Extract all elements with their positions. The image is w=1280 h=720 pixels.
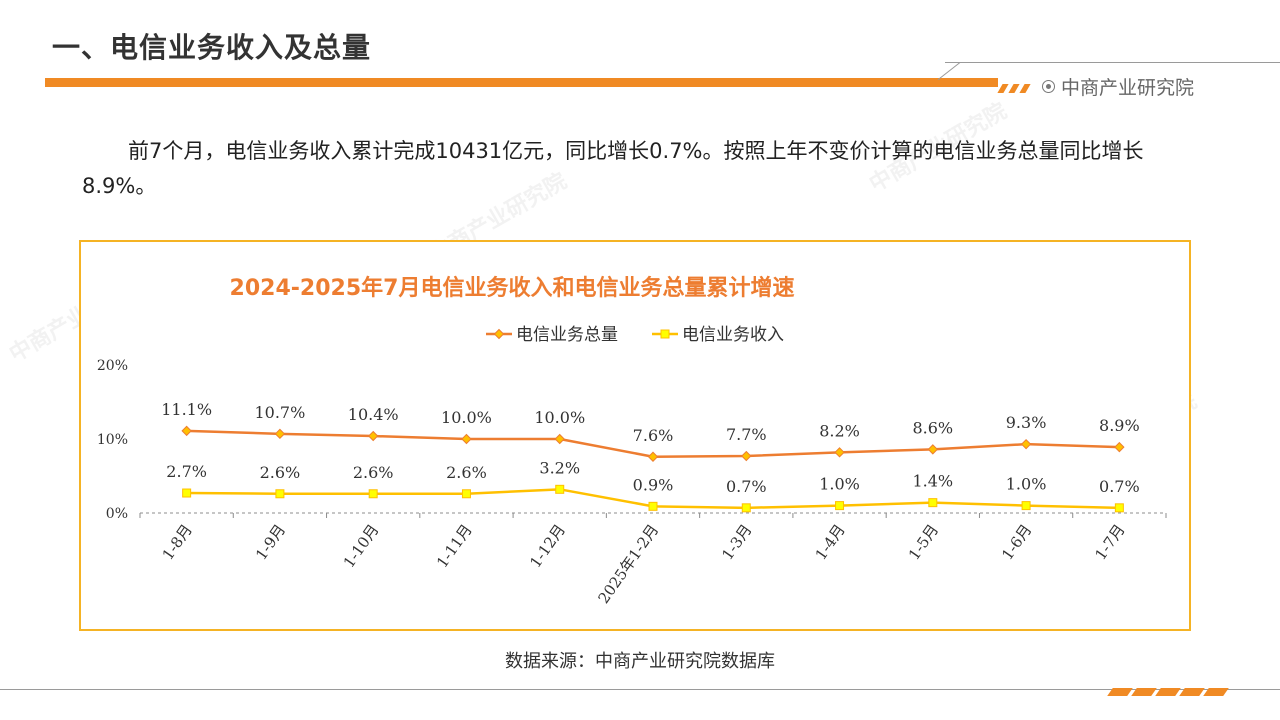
data-point: [275, 489, 285, 499]
x-tick-label: 1-8月: [159, 521, 196, 563]
data-point: [461, 489, 471, 499]
data-point: [554, 433, 565, 445]
header-stripes: [997, 78, 1033, 97]
footer-divider: [0, 689, 1280, 690]
data-label: 10.7%: [254, 403, 305, 422]
data-label: 2.6%: [260, 463, 301, 482]
x-tick-label: 1-9月: [252, 521, 289, 563]
header-accent-bar: [45, 78, 998, 87]
brand: 中商产业研究院: [1042, 73, 1194, 100]
data-point: [741, 503, 751, 513]
data-point: [1020, 438, 1032, 450]
data-point: [741, 450, 752, 462]
data-label: 9.3%: [1006, 413, 1047, 432]
y-tick-label: 20%: [97, 358, 128, 374]
data-label: 1.0%: [1006, 475, 1047, 494]
footer-stripes: [1107, 681, 1230, 700]
y-tick-label: 10%: [97, 432, 128, 448]
data-point: [928, 498, 938, 508]
data-label: 10.4%: [348, 405, 399, 424]
data-label: 7.7%: [726, 425, 767, 444]
legend-marker: [660, 329, 670, 339]
header-divider: [945, 62, 1280, 63]
data-point: [648, 501, 658, 511]
chart-legend: 电信业务总量 电信业务收入: [486, 325, 784, 345]
data-point: [834, 447, 845, 458]
chart-series: 11.1% 10.7% 10.4% 10.0% 10.0% 7.6% 7.7% 8.2% 8.6…: [161, 400, 1140, 513]
legend-label: 电信业务收入: [682, 325, 784, 345]
x-tick-label: 2025年1-2月: [595, 521, 663, 607]
x-tick-label: 1-10月: [340, 521, 383, 571]
line-chart: 2024-2025年7月电信业务收入和电信业务总量累计增速 电信业务总量 电信业务…: [97, 275, 1167, 607]
data-label: 2.6%: [446, 463, 487, 482]
page-title: 一、电信业务收入及总量: [52, 31, 372, 64]
data-label: 8.6%: [912, 418, 953, 437]
data-label: 10.0%: [441, 408, 492, 427]
summary-paragraph: 前7个月，电信业务收入累计完成10431亿元，同比增长0.7%。按照上年不变价计…: [82, 139, 1144, 198]
data-label: 3.2%: [539, 458, 580, 477]
data-label: 1.4%: [912, 472, 953, 491]
data-label: 2.7%: [166, 462, 207, 481]
data-point: [835, 501, 845, 511]
target-icon: [1042, 80, 1055, 93]
data-point: [555, 484, 565, 494]
data-label: 1.0%: [819, 475, 860, 494]
chart-container: 2024-2025年7月电信业务收入和电信业务总量累计增速 电信业务总量 电信业务…: [79, 240, 1191, 631]
data-label: 2.6%: [353, 463, 394, 482]
legend-label: 电信业务总量: [516, 325, 618, 345]
x-tick-label: 1-6月: [998, 521, 1035, 563]
data-point: [367, 430, 379, 442]
data-point: [1114, 441, 1125, 453]
data-label: 0.7%: [726, 477, 767, 496]
x-tick-label: 1-4月: [812, 521, 849, 563]
data-point: [182, 488, 192, 498]
data-point: [181, 425, 192, 437]
data-label: 0.9%: [633, 475, 674, 494]
data-point: [927, 444, 939, 455]
chart-title: 2024-2025年7月电信业务收入和电信业务总量累计增速: [230, 275, 795, 301]
x-tick-label: 1-12月: [526, 521, 569, 571]
data-point: [274, 428, 286, 440]
x-tick-label: 1-5月: [905, 521, 942, 563]
data-point: [1021, 501, 1031, 511]
x-tick-label: 1-11月: [433, 521, 476, 571]
x-tick-label: 1-3月: [718, 521, 755, 563]
data-label: 8.9%: [1099, 416, 1140, 435]
brand-name: 中商产业研究院: [1061, 77, 1195, 99]
data-label: 0.7%: [1099, 477, 1140, 496]
data-label: 7.6%: [633, 426, 674, 445]
data-source: 数据来源：中商产业研究院数据库: [505, 651, 775, 672]
y-tick-label: 0%: [106, 506, 128, 522]
data-label: 8.2%: [819, 421, 860, 440]
data-point: [647, 451, 659, 462]
data-point: [1114, 503, 1124, 513]
data-point: [368, 489, 378, 499]
data-label: 10.0%: [534, 408, 585, 427]
x-tick-label: 1-7月: [1091, 521, 1128, 563]
legend-marker: [493, 328, 505, 340]
data-point: [461, 433, 472, 445]
data-label: 11.1%: [161, 400, 212, 419]
